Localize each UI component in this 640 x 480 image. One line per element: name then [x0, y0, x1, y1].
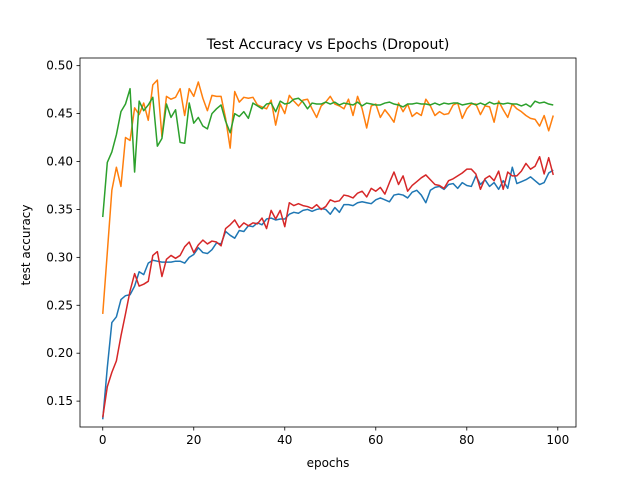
y-tick-label: 0.35: [46, 202, 73, 216]
y-tick-label: 0.20: [46, 346, 73, 360]
y-tick-label: 0.15: [46, 394, 73, 408]
series-line-4: [102, 155, 554, 418]
y-tick-label: 0.25: [46, 298, 73, 312]
x-tick-label: 40: [277, 433, 292, 447]
series-line-1: [102, 166, 554, 420]
x-tick-label: 80: [459, 433, 474, 447]
x-axis-label: epochs: [307, 456, 350, 470]
x-tick-label: 60: [368, 433, 383, 447]
y-tick-label: 0.40: [46, 155, 73, 169]
x-tick-label: 100: [546, 433, 569, 447]
y-tick-label: 0.50: [46, 59, 73, 73]
x-axis: 0 20 40 60 80 100: [99, 427, 569, 447]
series-layer: [102, 79, 554, 420]
y-tick-label: 0.45: [46, 107, 73, 121]
x-tick-label: 0: [99, 433, 107, 447]
series-line-2: [102, 79, 554, 314]
plot-frame: [79, 57, 577, 428]
y-axis-label: test accuracy: [19, 205, 33, 286]
y-axis: 0.15 0.20 0.25 0.30 0.35 0.40 0.45 0.50: [46, 59, 80, 408]
chart-title: Test Accuracy vs Epochs (Dropout): [206, 37, 450, 53]
y-tick-label: 0.30: [46, 250, 73, 264]
x-tick-label: 20: [186, 433, 201, 447]
series-line-3: [102, 87, 554, 218]
